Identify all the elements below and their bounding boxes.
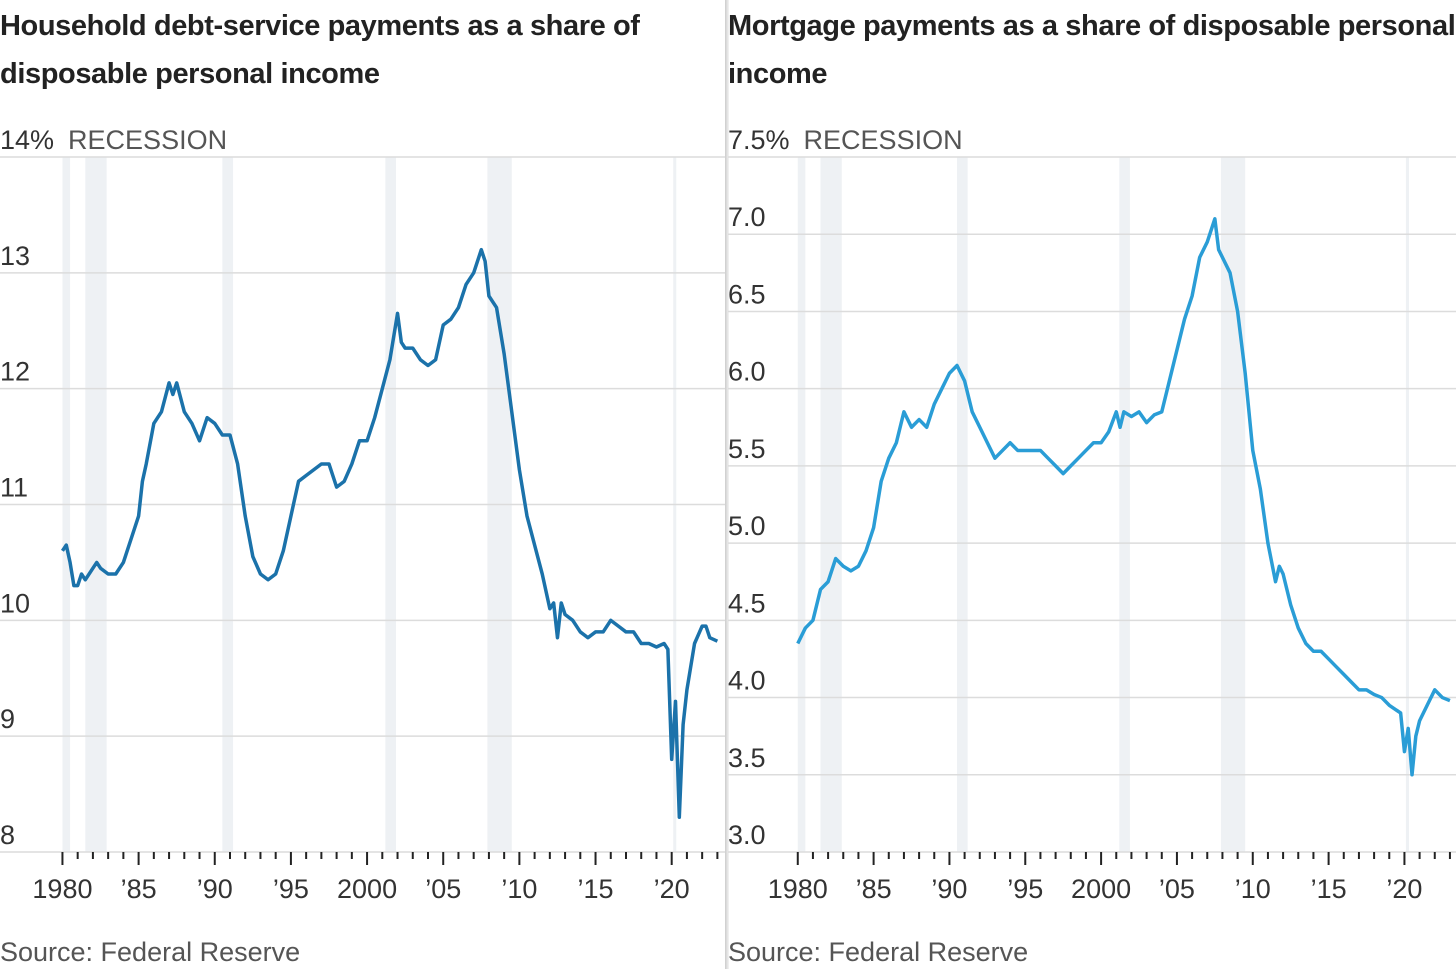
recession-band bbox=[957, 157, 968, 852]
chart-panel: Mortgage payments as a share of disposab… bbox=[728, 0, 1456, 969]
y-tick-label: 7.5% bbox=[728, 125, 790, 155]
source-note: Source: Federal Reserve bbox=[728, 937, 1028, 967]
y-tick-label: 4.5 bbox=[728, 588, 766, 618]
y-tick-label: 4.0 bbox=[728, 666, 766, 696]
y-tick-label: 6.0 bbox=[728, 357, 766, 387]
x-tick-label: 1980 bbox=[32, 874, 92, 904]
x-tick-label: ’95 bbox=[1007, 874, 1043, 904]
y-tick-label: 14% bbox=[0, 125, 54, 155]
recession-band bbox=[820, 157, 842, 852]
y-tick-label: 5.5 bbox=[728, 434, 766, 464]
x-tick-label: ’05 bbox=[425, 874, 461, 904]
y-tick-label: 5.0 bbox=[728, 511, 766, 541]
chart-panel: Household debt-service payments as a sha… bbox=[0, 0, 725, 969]
x-tick-label: ’85 bbox=[856, 874, 892, 904]
source-note: Source: Federal Reserve bbox=[0, 937, 300, 967]
x-tick-label: 2000 bbox=[1071, 874, 1131, 904]
x-tick-label: 1980 bbox=[768, 874, 828, 904]
x-tick-label: ’05 bbox=[1159, 874, 1195, 904]
x-tick-label: ’20 bbox=[654, 874, 690, 904]
y-tick-label: 6.5 bbox=[728, 279, 766, 309]
x-tick-label: ’10 bbox=[1235, 874, 1271, 904]
y-tick-label: 11 bbox=[0, 473, 28, 503]
y-tick-label: 3.0 bbox=[728, 820, 766, 850]
x-tick-label: ’90 bbox=[197, 874, 233, 904]
data-line bbox=[60, 247, 719, 819]
x-tick-label: ’95 bbox=[273, 874, 309, 904]
x-tick-label: ’10 bbox=[501, 874, 537, 904]
recession-band bbox=[797, 157, 806, 852]
y-tick-label: 10 bbox=[0, 588, 30, 618]
y-tick-label: 8 bbox=[0, 820, 15, 850]
x-tick-label: ’15 bbox=[578, 874, 614, 904]
divider bbox=[725, 0, 729, 969]
x-tick-label: ’15 bbox=[1311, 874, 1347, 904]
y-tick-label: 13 bbox=[0, 241, 30, 271]
chart: 8 9 10 11 12 13 14% RECESSION 1980 ’85 ’90 ’95 2000 ’… bbox=[0, 125, 725, 967]
legend-label: RECESSION bbox=[68, 125, 227, 155]
recession-band bbox=[1405, 157, 1409, 852]
chart-title: Household debt-service payments as a sha… bbox=[0, 10, 640, 90]
chart-title: Mortgage payments as a share of disposab… bbox=[728, 10, 1456, 90]
y-tick-label: 12 bbox=[0, 357, 30, 387]
y-tick-label: 9 bbox=[0, 704, 15, 734]
y-tick-label: 7.0 bbox=[728, 202, 766, 232]
x-tick-label: 2000 bbox=[337, 874, 397, 904]
y-tick-label: 3.5 bbox=[728, 743, 766, 773]
x-tick-label: ’85 bbox=[121, 874, 157, 904]
data-line bbox=[796, 217, 1451, 777]
x-tick-label: ’90 bbox=[931, 874, 967, 904]
recession-band bbox=[1220, 157, 1246, 852]
recession-band bbox=[1119, 157, 1130, 852]
x-tick-label: ’20 bbox=[1386, 874, 1422, 904]
legend-label: RECESSION bbox=[804, 125, 963, 155]
chart: 3.0 3.5 4.0 4.5 5.0 5.5 6.0 6.5 7.0 7.5% RECESSION… bbox=[728, 125, 1456, 967]
